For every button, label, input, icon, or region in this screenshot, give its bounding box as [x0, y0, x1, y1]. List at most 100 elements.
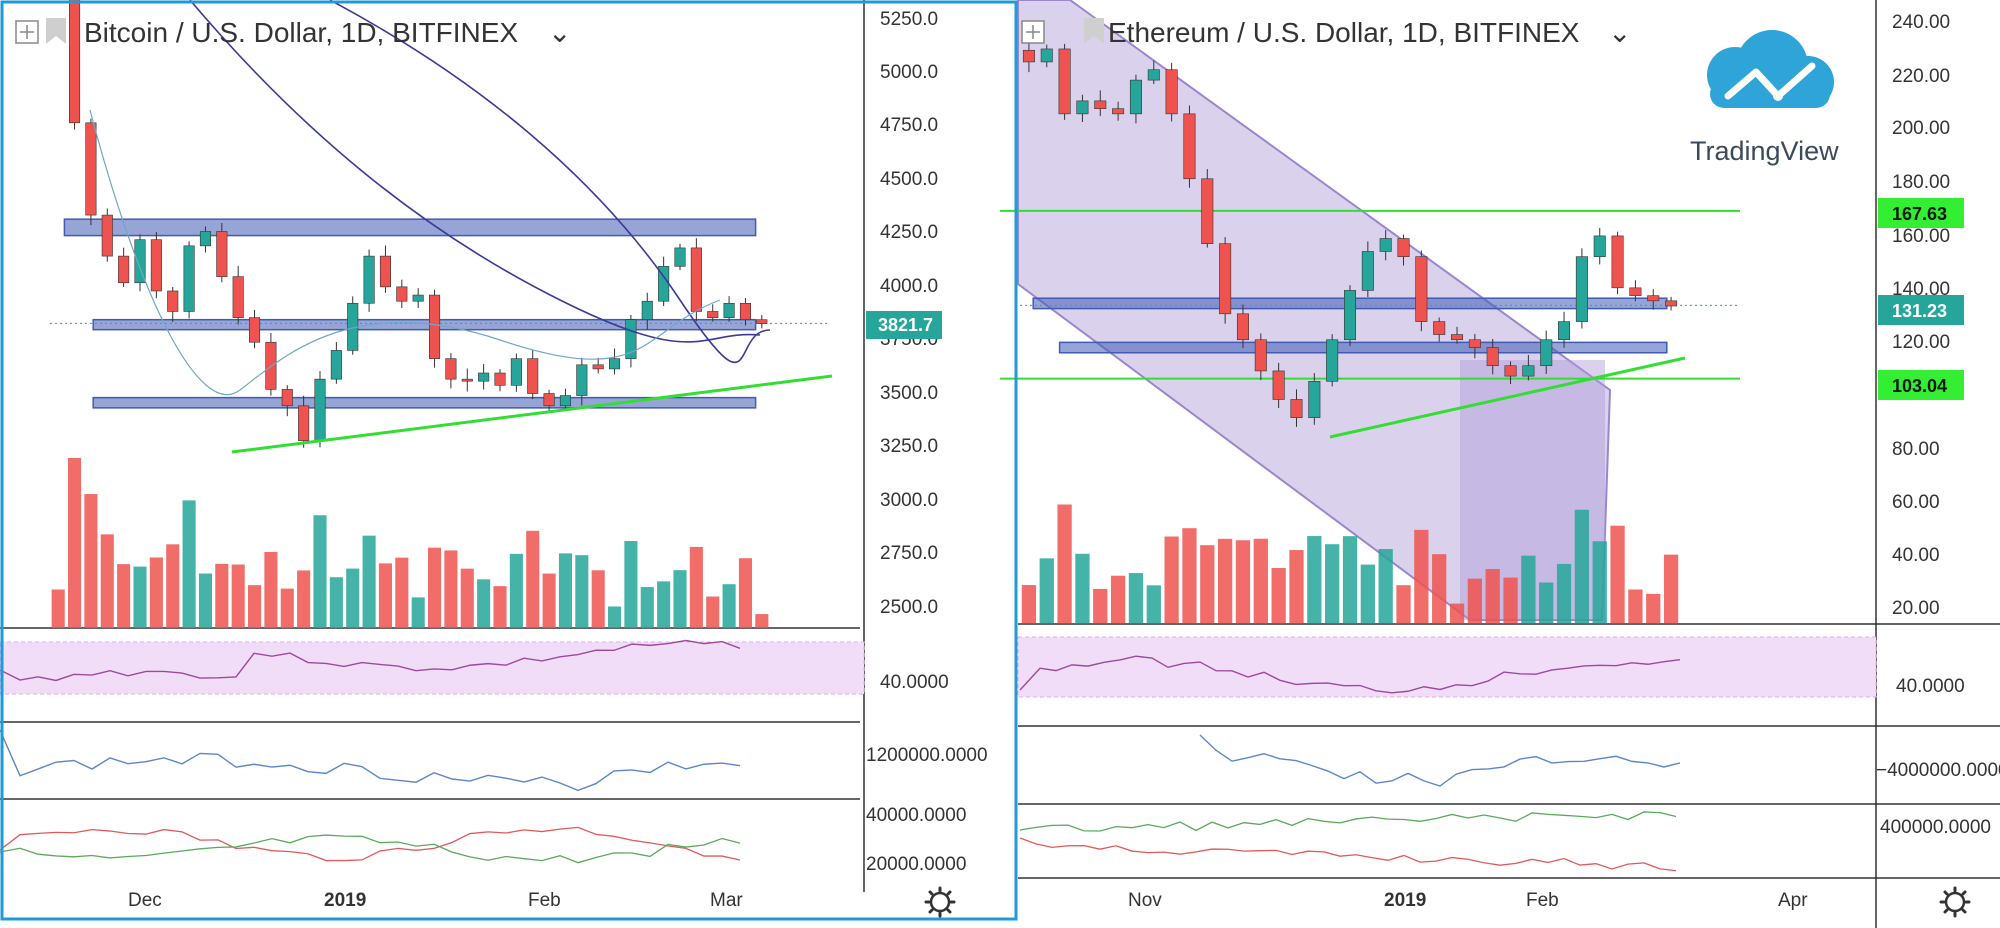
left-symbol-header[interactable]: Bitcoin / U.S. Dollar, 1D, BITFINEX ⌄ — [15, 17, 571, 48]
left-obv-line — [0, 729, 741, 792]
right-level-label-high: 167.63 — [1892, 204, 1947, 224]
right-chart-title: Ethereum / U.S. Dollar, 1D, BITFINEX — [1108, 17, 1580, 48]
left-support-trendline — [231, 374, 833, 454]
left-tick-3000: 3000.0 — [880, 490, 938, 511]
right-dmi-tick: 400000.0000 — [1880, 817, 1991, 838]
left-volume-bar — [657, 581, 671, 628]
right-candle-body — [1112, 108, 1125, 115]
left-candle-body — [232, 276, 244, 318]
right-last-price-label: 131.23 — [1892, 301, 1947, 321]
left-moving-average-mid — [329, 0, 771, 364]
right-volume-bar — [1325, 544, 1340, 623]
left-tick-4750: 4750.0 — [880, 115, 938, 136]
right-candle-body — [1504, 365, 1517, 377]
left-rsi-band — [0, 641, 865, 695]
right-candle-body — [1147, 69, 1160, 81]
left-dmi-tick-low: 20000.0000 — [866, 854, 966, 875]
right-volume-bar — [1307, 536, 1322, 623]
left-candle-body — [739, 302, 751, 320]
left-flag-icon — [46, 18, 66, 44]
left-volume-bar — [591, 570, 605, 628]
right-tick-40: 40.00 — [1892, 545, 1940, 566]
left-candle-body — [363, 255, 375, 304]
right-volume-bar — [1093, 588, 1108, 623]
left-volume-bar — [84, 494, 98, 628]
right-candle-body — [1486, 347, 1499, 367]
right-candle-body — [1129, 79, 1142, 115]
right-level-tag-low — [1878, 370, 1964, 400]
left-tick-3250: 3250.0 — [880, 436, 938, 457]
left-gear-icon[interactable] — [924, 886, 956, 918]
left-tick-2500: 2500.0 — [880, 597, 938, 618]
left-volume-bar — [215, 563, 229, 628]
right-tick-140: 140.00 — [1892, 279, 1950, 300]
left-candle-body — [183, 245, 195, 312]
left-candle-body — [559, 395, 571, 407]
left-dmi-tick-high: 40000.0000 — [866, 805, 966, 826]
left-volume-bar — [575, 555, 589, 628]
right-tick-20: 20.00 — [1892, 598, 1940, 619]
right-chevron-down-icon[interactable]: ⌄ — [1608, 17, 1631, 48]
right-candle-body — [1647, 295, 1660, 302]
left-candle-body — [723, 302, 735, 318]
right-volume-bar — [1628, 589, 1643, 623]
left-candle-body — [216, 231, 228, 277]
left-volume-bar — [133, 566, 147, 628]
right-volume-bar — [1414, 529, 1429, 623]
left-volume-bar — [509, 553, 523, 628]
left-volume-bar — [558, 553, 572, 628]
right-volume-bar — [1146, 585, 1161, 623]
left-volume-bar — [248, 585, 262, 628]
left-candle-body — [118, 255, 130, 284]
left-volume-bar — [100, 534, 114, 628]
right-time-feb: Feb — [1526, 890, 1559, 911]
right-symbol-header[interactable]: Ethereum / U.S. Dollar, 1D, BITFINEX ⌄ — [1021, 17, 1631, 48]
right-candle-body — [1451, 334, 1464, 341]
left-moving-average-short — [89, 109, 721, 396]
left-candle-body — [150, 239, 162, 292]
right-gear-icon[interactable] — [1939, 886, 1971, 918]
left-volume-bar — [411, 597, 425, 628]
right-volume-bar — [1342, 536, 1358, 623]
right-candle-body — [1468, 339, 1481, 348]
right-volume-bar — [1360, 564, 1375, 623]
left-volume-bar — [624, 540, 638, 628]
right-tick-60: 60.00 — [1892, 492, 1940, 513]
left-volume-bar — [706, 596, 720, 628]
left-dmi-plus-line — [0, 834, 741, 864]
right-candle-body — [1272, 370, 1285, 400]
right-tick-240: 240.00 — [1892, 12, 1950, 33]
left-volume-bar — [526, 530, 540, 628]
left-volume-bar — [477, 579, 491, 628]
right-price-axis: 240.00 220.00 200.00 180.00 160.00 140.0… — [1876, 12, 2000, 838]
left-chevron-down-icon[interactable]: ⌄ — [548, 17, 571, 48]
right-volume-bar — [1378, 549, 1393, 623]
left-volume-bar — [117, 564, 131, 628]
left-volume-bar — [640, 587, 654, 628]
left-tick-2750: 2750.0 — [880, 543, 938, 564]
right-candle-body — [1165, 69, 1178, 115]
left-volume-bar — [755, 614, 769, 628]
right-candle-body — [1308, 381, 1321, 418]
right-tick-220: 220.00 — [1892, 66, 1950, 87]
left-volume-bar — [444, 550, 458, 628]
left-candle-body — [134, 239, 146, 284]
right-volume-bar — [1289, 550, 1304, 623]
left-support-zone — [92, 396, 757, 409]
right-level-label-low: 103.04 — [1892, 376, 1947, 396]
right-volume-bar — [1485, 569, 1500, 623]
right-volume-bar — [1396, 585, 1411, 623]
left-candle-body — [69, 0, 81, 124]
right-candle-body — [1254, 339, 1267, 372]
left-volume-bar — [722, 584, 736, 628]
right-candle-body — [1183, 113, 1196, 180]
right-time-2019: 2019 — [1384, 890, 1426, 911]
left-volume-bar — [313, 515, 327, 628]
left-chart-title: Bitcoin / U.S. Dollar, 1D, BITFINEX — [84, 17, 518, 48]
left-tick-3500: 3500.0 — [880, 383, 938, 404]
left-candle-body — [396, 286, 408, 302]
left-candle-body — [756, 319, 768, 324]
left-tick-5000: 5000.0 — [880, 62, 938, 83]
left-volume-bar — [329, 577, 343, 628]
